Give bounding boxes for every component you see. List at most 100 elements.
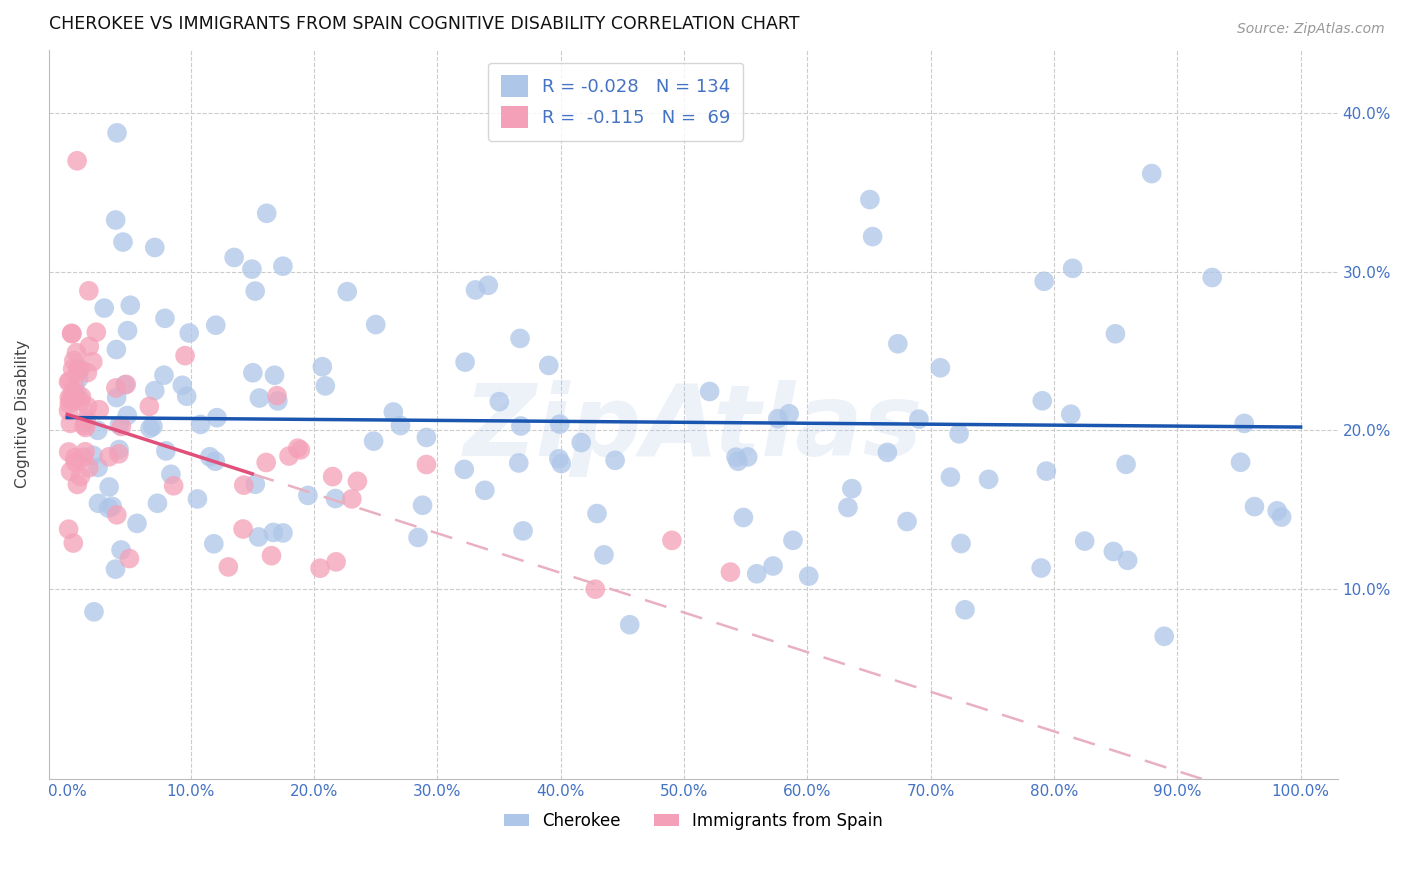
Point — [537, 359, 560, 373]
Point — [262, 525, 284, 540]
Point — [58, 403, 80, 417]
Point — [153, 368, 176, 383]
Point — [260, 549, 283, 563]
Point — [245, 477, 267, 491]
Point — [63, 455, 86, 469]
Point — [160, 467, 183, 482]
Point — [287, 441, 309, 455]
Point — [59, 393, 82, 408]
Point — [509, 419, 531, 434]
Point — [733, 510, 755, 524]
Text: ZipAtlas: ZipAtlas — [464, 381, 922, 477]
Point — [143, 240, 166, 254]
Point — [108, 442, 131, 457]
Point — [278, 449, 301, 463]
Point — [70, 394, 93, 409]
Point — [58, 375, 80, 389]
Point — [186, 491, 208, 506]
Point — [204, 454, 226, 468]
Point — [139, 421, 162, 435]
Point — [593, 548, 616, 562]
Point — [254, 455, 277, 469]
Point — [718, 565, 741, 579]
Point — [737, 450, 759, 464]
Point — [382, 405, 405, 419]
Point — [155, 444, 177, 458]
Point — [953, 603, 976, 617]
Point — [364, 318, 387, 332]
Point — [290, 442, 312, 457]
Point — [60, 326, 83, 341]
Point — [266, 389, 288, 403]
Point — [325, 491, 347, 506]
Point — [104, 562, 127, 576]
Point — [837, 500, 859, 515]
Point — [146, 496, 169, 510]
Point — [110, 543, 132, 558]
Point — [406, 531, 429, 545]
Point — [766, 411, 789, 425]
Point — [217, 560, 239, 574]
Point — [79, 339, 101, 353]
Point — [75, 415, 97, 429]
Point — [172, 378, 194, 392]
Point — [939, 470, 962, 484]
Point — [65, 345, 87, 359]
Point — [782, 533, 804, 548]
Point — [841, 482, 863, 496]
Point — [110, 419, 132, 434]
Point — [547, 451, 569, 466]
Point — [73, 418, 96, 433]
Point — [75, 444, 97, 458]
Point — [1102, 544, 1125, 558]
Point — [724, 450, 747, 464]
Point — [1229, 455, 1251, 469]
Point — [1233, 417, 1256, 431]
Point — [745, 566, 768, 581]
Point — [1265, 504, 1288, 518]
Point — [389, 418, 412, 433]
Point — [263, 368, 285, 383]
Point — [105, 343, 128, 357]
Point — [63, 386, 86, 401]
Point — [66, 386, 89, 401]
Point — [69, 469, 91, 483]
Point — [204, 318, 226, 333]
Point — [762, 559, 785, 574]
Point — [67, 363, 90, 377]
Point — [727, 454, 749, 468]
Point — [271, 525, 294, 540]
Point — [75, 411, 97, 425]
Point — [105, 126, 128, 140]
Point — [325, 555, 347, 569]
Point — [908, 412, 931, 426]
Point — [83, 605, 105, 619]
Point — [243, 284, 266, 298]
Point — [87, 496, 110, 510]
Point — [101, 500, 124, 514]
Point — [454, 355, 477, 369]
Point — [59, 374, 82, 388]
Point — [190, 417, 212, 432]
Point — [84, 325, 107, 339]
Point — [66, 477, 89, 491]
Point — [70, 390, 93, 404]
Point — [583, 582, 606, 597]
Point — [176, 389, 198, 403]
Point — [66, 362, 89, 376]
Point — [138, 400, 160, 414]
Point — [415, 430, 437, 444]
Point — [58, 522, 80, 536]
Point — [314, 379, 336, 393]
Point — [474, 483, 496, 498]
Point — [1033, 274, 1056, 288]
Point — [59, 417, 82, 431]
Point — [62, 362, 84, 376]
Point — [97, 501, 120, 516]
Point — [309, 561, 332, 575]
Point — [896, 515, 918, 529]
Point — [948, 426, 970, 441]
Point — [477, 278, 499, 293]
Point — [174, 349, 197, 363]
Point — [297, 488, 319, 502]
